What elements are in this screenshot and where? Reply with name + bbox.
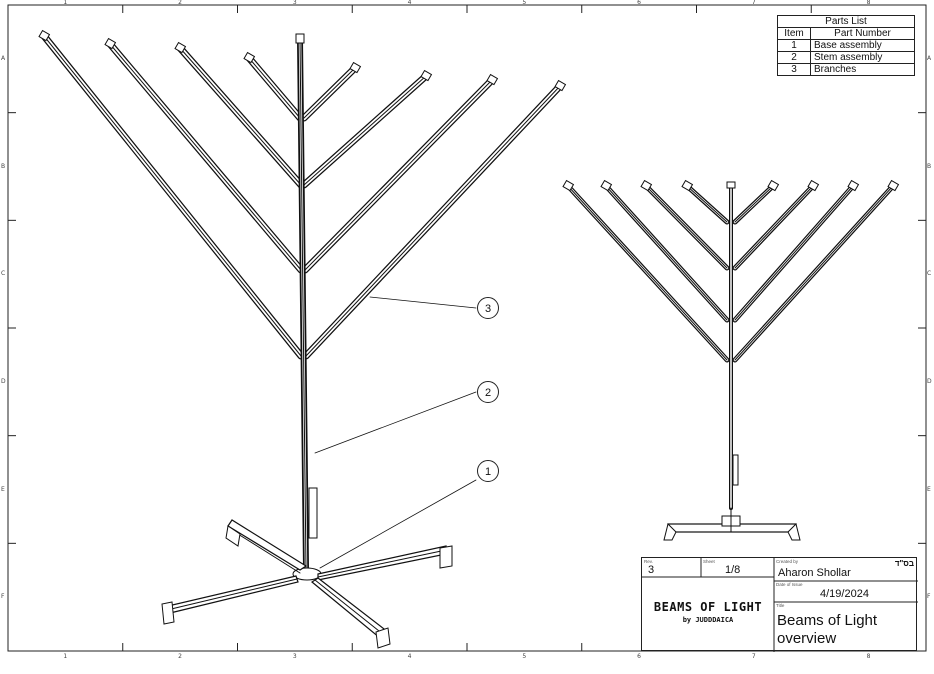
main-isometric-view [38,29,567,649]
branch-beam [243,51,304,122]
title-block: Rev. 3 Sheet 1/8 Created by Aharon Sholl… [641,557,918,652]
zone-row-label: D [1,377,6,385]
branch-beam-front [732,179,900,363]
zone-row-label: D [927,377,932,385]
leader-line-1 [319,479,477,569]
date-value: 4/19/2024 [820,588,869,600]
created-by-cell: Created by Aharon Shollar בס"ד [774,558,918,581]
parts-list-title: Parts List [777,15,915,28]
zone-row-label: F [927,593,931,601]
date-label: Date of Issue [776,582,803,587]
branch-beam-front [732,179,860,323]
branch-beam [301,73,499,274]
rev-label: Rev. [644,559,653,564]
zone-row-label: A [1,54,6,62]
branch-beam [104,37,305,274]
title-block-grid [642,558,918,652]
zone-column-label: 4 [407,0,412,6]
zone-column-label: 5 [522,653,527,660]
callout-balloon-1: 1 [477,460,499,482]
part-name: Stem assembly [810,51,915,64]
branch-beam-front [640,179,730,271]
item-number: 1 [777,39,811,52]
callout-balloon-2: 2 [477,381,499,403]
zone-row-label: B [1,162,6,170]
base-main [161,519,453,649]
leader-line-3 [369,296,477,309]
table-row: 2 Stem assembly [777,51,915,64]
front-view [562,179,900,541]
zone-row-label: F [1,593,5,601]
company-logo: BEAMS OF LIGHT [653,600,763,614]
branch-beam [302,79,567,360]
branch-beam [300,61,362,122]
rev-cell: Rev. 3 [642,558,701,577]
branch-beam [300,69,433,189]
zone-column-label: 3 [292,0,297,6]
zone-column-label: 7 [751,653,756,660]
branch-beam-front [600,179,730,323]
created-by-value: Aharon Shollar [778,567,851,579]
zone-column-label: 1 [63,0,68,6]
zone-column-label: 2 [178,653,182,660]
leader-line-2 [314,391,477,454]
item-number: 3 [777,63,811,76]
zone-row-label: C [927,270,932,278]
zone-column-label: 8 [866,0,871,6]
zone-column-label: 6 [637,0,641,6]
zone-column-label: 2 [178,0,182,6]
table-row: 3 Branches [777,63,915,76]
branch-beam-front [732,179,780,225]
branch-set-main [38,29,567,360]
parts-list-table: Parts List Item Part Number 1 Base assem… [777,15,915,76]
title-label: Title [776,603,785,608]
zone-row-label: E [1,485,5,493]
branch-beam-front [732,179,820,271]
rev-value: 3 [648,564,655,576]
table-row: 1 Base assembly [777,39,915,52]
zone-row-label: B [927,162,932,170]
stem-main [295,33,318,571]
parts-list-header-row: Item Part Number [777,27,915,40]
date-cell: Date of Issue 4/19/2024 [774,581,918,602]
sheet-value: 1/8 [725,564,741,576]
parts-list-title-row: Parts List [777,15,915,28]
zone-column-label: 8 [866,653,871,660]
zone-column-label: 5 [522,0,527,6]
zone-row-label: A [927,54,932,62]
zone-row-label: E [927,485,931,493]
branch-beam-front [562,179,730,363]
zone-column-label: 7 [751,0,756,6]
zone-row-label: C [1,270,6,278]
item-number: 2 [777,51,811,64]
callout-balloon-3: 3 [477,297,499,319]
company-logo-subtitle: by JUDDDAICA [682,616,734,624]
column-header-part-number: Part Number [810,27,915,40]
title-line-2: overview [777,630,837,647]
column-header-item: Item [777,27,811,40]
branch-beam [174,41,305,189]
zone-column-label: 1 [63,653,68,660]
branch-beam-front [681,179,730,225]
title-cell: Title Beams of Light overview [774,602,918,652]
sheet-label: Sheet [703,559,715,564]
hebrew-mark: בס"ד [894,559,914,568]
part-name: Branches [810,63,915,76]
created-by-label: Created by [776,559,799,564]
sheet-cell: Sheet 1/8 [701,558,774,577]
part-name: Base assembly [810,39,915,52]
zone-column-label: 3 [292,653,297,660]
title-line-1: Beams of Light [777,612,878,629]
zone-column-label: 4 [407,653,412,660]
branch-beam [38,29,305,360]
zone-column-label: 6 [637,653,641,660]
